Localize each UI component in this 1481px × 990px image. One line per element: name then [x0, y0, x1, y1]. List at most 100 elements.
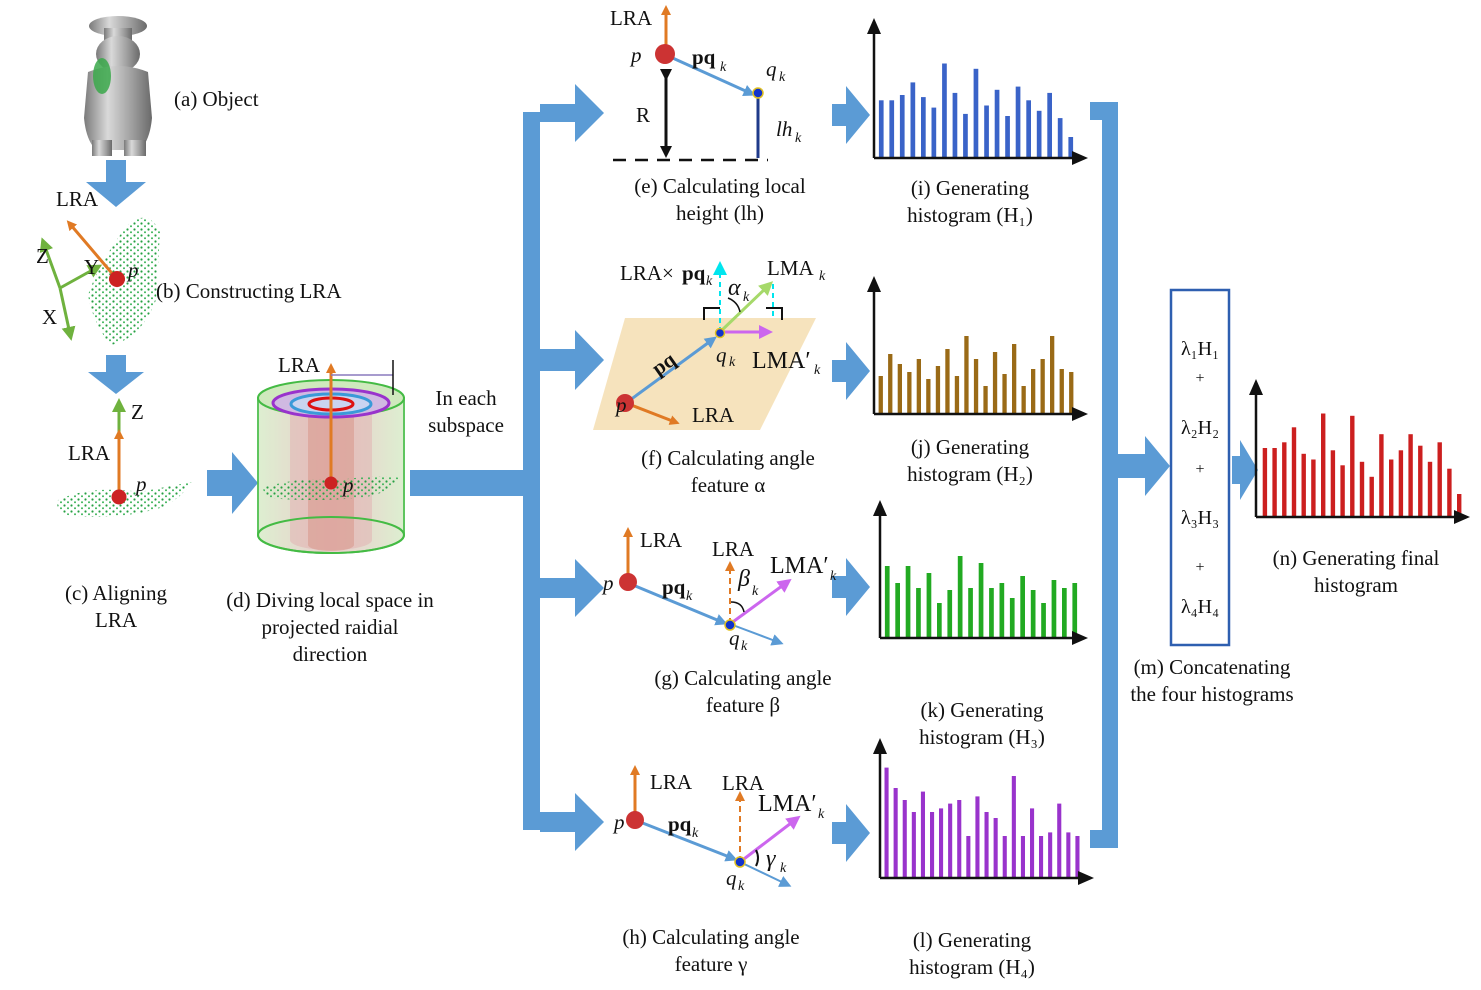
- histogram-bar-H4: [1075, 836, 1080, 878]
- label-q-sub-e: k: [779, 70, 786, 85]
- histogram-y-arrow-H: [1249, 379, 1263, 395]
- arrow-g-to-k: [832, 558, 870, 616]
- histogram-bar-H4: [1002, 836, 1007, 878]
- histogram-bar-H4: [939, 808, 944, 878]
- arrow-e-to-i: [832, 86, 870, 144]
- histogram-bar-H3: [1051, 580, 1057, 638]
- histogram-bar-H2: [878, 376, 883, 414]
- histogram-bar-H3: [926, 573, 932, 638]
- histogram-bar-H3: [884, 566, 890, 638]
- label-q-h: q: [726, 866, 737, 890]
- caption-e: (e) Calculating local height (lh): [634, 174, 806, 225]
- histogram-bar-H4: [1048, 832, 1053, 878]
- histogram-bar-H3: [999, 583, 1005, 638]
- histogram-x-arrow-H: [1454, 510, 1470, 524]
- histogram-bar-H4: [984, 812, 989, 878]
- label-beta-g: β: [737, 566, 750, 592]
- histogram-bar-H2: [935, 366, 941, 414]
- label-alpha-f: α: [728, 275, 741, 301]
- histogram-bar-H3: [1062, 588, 1067, 638]
- term-3: λ₃H₃: [1181, 507, 1219, 529]
- histogram-bar-H2: [964, 336, 969, 414]
- histogram-bar-H2: [1002, 374, 1007, 414]
- histogram-bar-H4: [1057, 803, 1062, 878]
- histogram-y-arrow-H2: [867, 276, 881, 292]
- term-2: λ₂H₂: [1181, 417, 1219, 439]
- histogram-bar-H1: [952, 92, 958, 158]
- arrow-merge-to-m: [1118, 436, 1170, 496]
- label-lmaprime-g: LMA′: [770, 553, 829, 579]
- label-lra-d: LRA: [278, 353, 321, 377]
- histogram-bar-H1: [931, 107, 937, 158]
- histogram-bar-H: [1301, 453, 1306, 518]
- label-q-f: q: [716, 343, 727, 367]
- term-plus-1: +: [1195, 370, 1204, 387]
- label-q-sub-h: k: [738, 879, 745, 894]
- histogram-bar-H4: [948, 803, 953, 878]
- histogram-bar-H3: [916, 588, 921, 638]
- histogram-bar-H4: [884, 767, 889, 878]
- caption-a: (a) Object: [174, 87, 259, 111]
- caption-i: (i) Generating histogram (H₁): [907, 176, 1033, 227]
- label-lmaprime-h: LMA′: [758, 791, 817, 817]
- caption-l: (l) Generating histogram (H₄): [909, 928, 1035, 979]
- histogram-bar-H: [1272, 448, 1277, 517]
- histogram-bar-H3: [947, 590, 953, 638]
- histogram-bar-H2: [888, 354, 893, 414]
- histogram-y-arrow-H1: [867, 18, 881, 34]
- caption-m: (m) Concatenating the four histograms: [1130, 655, 1294, 706]
- label-lma-f: LMA: [767, 256, 815, 280]
- arrow-branch-e: [540, 84, 604, 142]
- histogram-bar-H: [1408, 434, 1413, 517]
- histogram-bar-H4: [975, 796, 980, 878]
- histogram-bar-H: [1418, 445, 1423, 517]
- histogram-bar-H: [1262, 448, 1268, 517]
- panel-e: [613, 5, 768, 162]
- label-p-g: p: [601, 571, 614, 595]
- histogram-bar-H3: [989, 588, 994, 638]
- label-gamma-sub-h: k: [780, 861, 787, 876]
- histogram-bar-H: [1379, 434, 1384, 517]
- histogram-bar-H3: [937, 603, 942, 638]
- label-pq-top-f: pq: [682, 261, 706, 285]
- histogram-bar-H4: [966, 836, 971, 878]
- histogram-x-arrow-H2: [1072, 407, 1088, 421]
- bracket-merge: [1090, 102, 1118, 848]
- caption-n: (n) Generating final histogram: [1272, 546, 1440, 597]
- cylinder-subspaces: [257, 360, 405, 554]
- histogram-bar-H: [1427, 461, 1433, 517]
- histogram-bar-H: [1389, 459, 1394, 517]
- concat-terms: λ₁H₁ + λ₂H₂ + λ₃H₃ + λ₄H₄: [1181, 338, 1219, 618]
- histogram-bar-H2: [945, 349, 950, 414]
- label-lmaprime-sub-f: k: [814, 363, 821, 378]
- histogram-y-arrow-H3: [873, 500, 887, 516]
- histogram-bar-H1: [910, 82, 916, 158]
- histogram-bar-H1: [1068, 137, 1074, 158]
- histogram-bar-H3: [957, 556, 963, 638]
- histogram-x-arrow-H1: [1072, 151, 1088, 165]
- histogram-bar-H1: [984, 105, 989, 158]
- label-p-e: p: [629, 43, 642, 67]
- histogram-bar-H: [1447, 468, 1452, 517]
- histogram-bar-H: [1321, 413, 1326, 517]
- label-lra-b: LRA: [56, 187, 99, 211]
- histogram-bar-H2: [1050, 336, 1055, 414]
- label-pq-e: pq: [692, 45, 716, 69]
- label-pq-g: pq: [662, 575, 686, 599]
- histogram-bar-H1: [899, 95, 905, 158]
- histogram-bar-H4: [893, 788, 898, 878]
- histogram-bar-H2: [1012, 344, 1017, 414]
- label-p-d: p: [341, 473, 354, 497]
- histogram-bar-H: [1350, 415, 1355, 517]
- histogram-bar-H3: [1041, 603, 1046, 638]
- label-lra-e: LRA: [610, 6, 653, 30]
- label-p-f: p: [614, 393, 627, 417]
- arrow-m-to-n: [1232, 440, 1258, 500]
- label-lma-sub-f: k: [819, 269, 826, 284]
- histogram-bar-H4: [1020, 836, 1025, 878]
- histogram-bar-H3: [968, 588, 973, 638]
- label-p-b: p: [126, 258, 139, 282]
- histogram-bar-H1: [963, 113, 968, 158]
- histogram-bar-H: [1330, 450, 1336, 517]
